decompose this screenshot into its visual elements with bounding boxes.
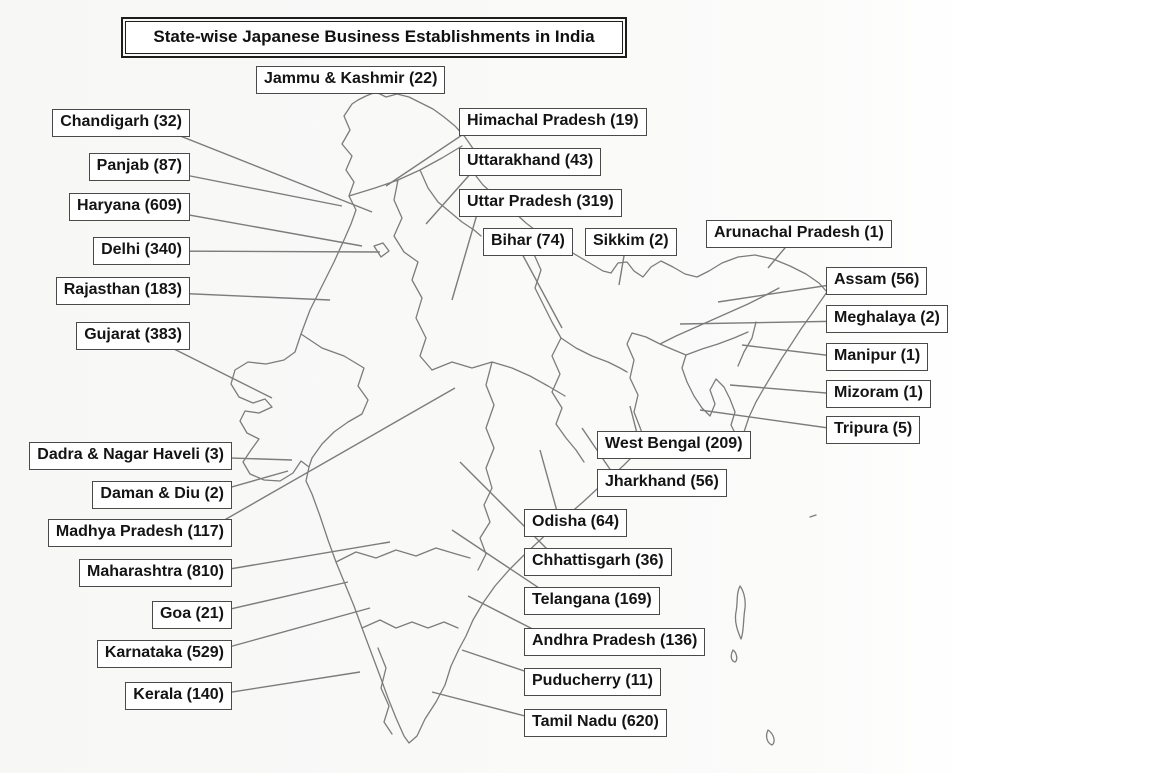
state-label-meghalaya: Meghalaya (2) bbox=[826, 305, 948, 333]
state-label-jammu-kashmir: Jammu & Kashmir (22) bbox=[256, 66, 446, 94]
state-label-maharashtra: Maharashtra (810) bbox=[79, 559, 232, 587]
leader-madhya-pradesh bbox=[199, 387, 456, 535]
leader-chhattisgarh bbox=[459, 461, 561, 563]
state-label-bihar: Bihar (74) bbox=[483, 228, 573, 256]
state-label-uttarakhand: Uttarakhand (43) bbox=[459, 148, 602, 176]
state-label-mizoram: Mizoram (1) bbox=[826, 380, 931, 408]
leader-chandigarh bbox=[149, 123, 373, 213]
leader-tripura bbox=[699, 409, 851, 432]
state-label-himachal-pradesh: Himachal Pradesh (19) bbox=[459, 108, 647, 136]
state-label-telangana: Telangana (169) bbox=[524, 587, 660, 615]
state-label-kerala: Kerala (140) bbox=[125, 682, 232, 710]
state-label-assam: Assam (56) bbox=[826, 267, 928, 295]
state-label-sikkim: Sikkim (2) bbox=[585, 228, 677, 256]
state-label-jharkhand: Jharkhand (56) bbox=[597, 469, 727, 497]
state-label-odisha: Odisha (64) bbox=[524, 509, 628, 537]
state-label-chandigarh: Chandigarh (32) bbox=[52, 109, 190, 137]
india-map bbox=[230, 91, 828, 746]
state-label-arunachal-pradesh: Arunachal Pradesh (1) bbox=[706, 220, 892, 248]
state-label-rajasthan: Rajasthan (183) bbox=[55, 277, 190, 305]
state-label-gujarat: Gujarat (383) bbox=[76, 322, 190, 350]
delhi-region-outline bbox=[373, 242, 390, 258]
state-label-chhattisgarh: Chhattisgarh (36) bbox=[524, 548, 672, 576]
state-label-puducherry: Puducherry (11) bbox=[524, 668, 661, 696]
state-label-panjab: Panjab (87) bbox=[88, 153, 190, 181]
leader-bihar bbox=[519, 249, 563, 329]
state-label-daman-diu: Daman & Diu (2) bbox=[92, 481, 232, 509]
india-outer-outline bbox=[230, 91, 828, 744]
state-label-karnataka: Karnataka (529) bbox=[96, 640, 232, 668]
leader-meghalaya bbox=[679, 320, 851, 325]
figure-title: State-wise Japanese Business Establishme… bbox=[121, 17, 627, 58]
india-state-borders bbox=[300, 145, 780, 735]
state-label-tripura: Tripura (5) bbox=[826, 416, 921, 444]
state-label-haryana: Haryana (609) bbox=[69, 193, 190, 221]
state-label-manipur: Manipur (1) bbox=[826, 343, 929, 371]
state-label-west-bengal: West Bengal (209) bbox=[597, 431, 751, 459]
state-label-delhi: Delhi (340) bbox=[93, 237, 190, 265]
leader-sikkim bbox=[618, 249, 626, 286]
state-label-dadra-nagar-haveli: Dadra & Nagar Haveli (3) bbox=[29, 442, 232, 470]
state-label-andhra-pradesh: Andhra Pradesh (136) bbox=[524, 628, 706, 656]
state-label-goa: Goa (21) bbox=[151, 601, 232, 629]
state-label-uttar-pradesh: Uttar Pradesh (319) bbox=[459, 189, 622, 217]
andaman-islands bbox=[730, 514, 817, 746]
state-label-madhya-pradesh: Madhya Pradesh (117) bbox=[47, 519, 232, 547]
leader-uttar-pradesh bbox=[451, 203, 481, 301]
state-label-tamil-nadu: Tamil Nadu (620) bbox=[524, 709, 667, 737]
